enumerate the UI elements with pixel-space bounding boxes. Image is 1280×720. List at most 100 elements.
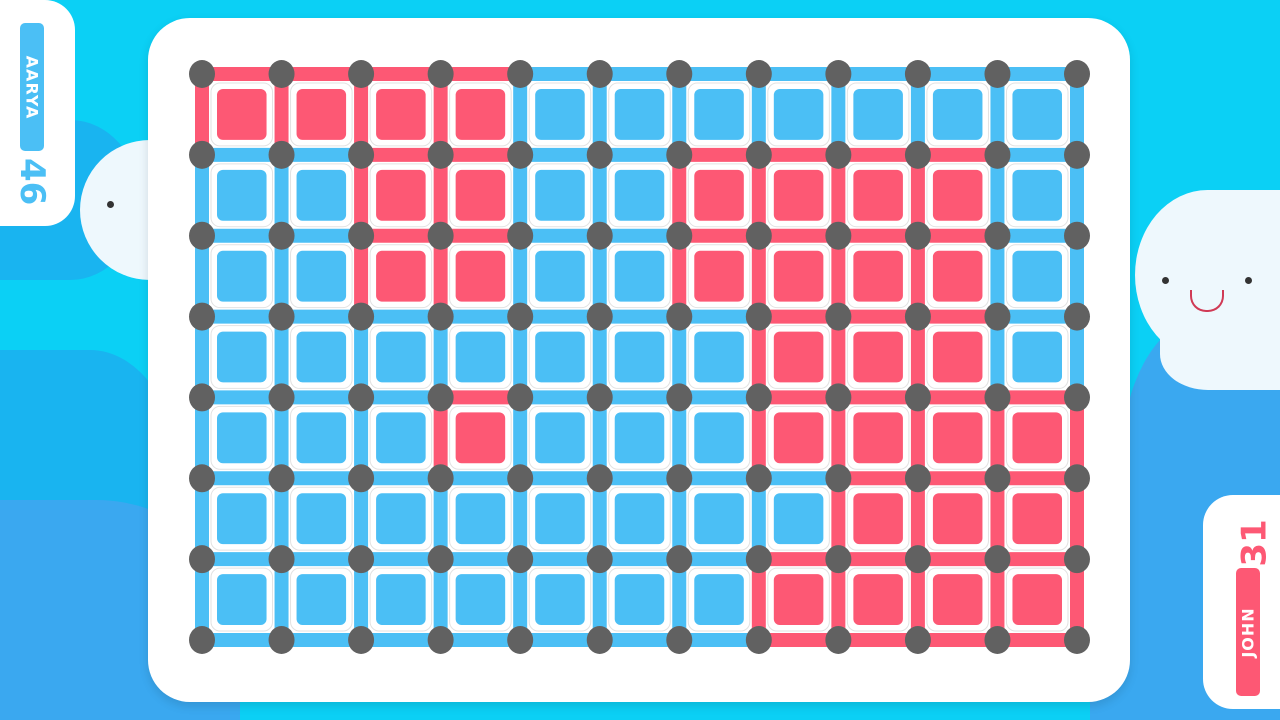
dot[interactable] <box>904 302 931 331</box>
dot[interactable] <box>1064 60 1090 88</box>
dot[interactable] <box>984 302 1011 331</box>
dot[interactable] <box>1064 383 1090 412</box>
dot[interactable] <box>1064 221 1090 250</box>
dot[interactable] <box>666 626 693 654</box>
dot[interactable] <box>825 464 852 493</box>
dot[interactable] <box>348 545 375 574</box>
dot[interactable] <box>904 626 931 654</box>
dot[interactable] <box>507 221 534 250</box>
dot[interactable] <box>745 302 772 331</box>
dot[interactable] <box>745 626 772 654</box>
dot[interactable] <box>348 626 375 654</box>
dot[interactable] <box>745 221 772 250</box>
dot[interactable] <box>268 302 295 331</box>
dot[interactable] <box>586 464 613 493</box>
dot[interactable] <box>1064 626 1090 654</box>
claimed-box <box>932 89 983 140</box>
dot[interactable] <box>268 626 295 654</box>
dot[interactable] <box>586 545 613 574</box>
dot[interactable] <box>984 140 1011 169</box>
dot[interactable] <box>427 140 454 169</box>
dot[interactable] <box>189 302 215 331</box>
dot[interactable] <box>984 221 1011 250</box>
dot[interactable] <box>268 140 295 169</box>
dot[interactable] <box>507 626 534 654</box>
dot[interactable] <box>189 221 215 250</box>
claimed-box <box>535 250 585 302</box>
dot[interactable] <box>348 464 375 493</box>
dot[interactable] <box>825 545 852 574</box>
dot[interactable] <box>586 383 613 412</box>
dot[interactable] <box>507 140 534 169</box>
dot[interactable] <box>745 383 772 412</box>
dot[interactable] <box>745 60 772 88</box>
dot[interactable] <box>268 221 295 250</box>
dot[interactable] <box>825 383 852 412</box>
dot[interactable] <box>427 302 454 331</box>
dot[interactable] <box>666 60 693 88</box>
dot[interactable] <box>348 383 375 412</box>
player-panel-aarya: AARYA 46 <box>0 0 75 226</box>
dot[interactable] <box>825 140 852 169</box>
dot[interactable] <box>904 383 931 412</box>
dot[interactable] <box>904 221 931 250</box>
dot[interactable] <box>984 383 1011 412</box>
dot[interactable] <box>189 545 215 574</box>
dot[interactable] <box>427 60 454 88</box>
dot[interactable] <box>348 302 375 331</box>
dot[interactable] <box>904 140 931 169</box>
dot[interactable] <box>825 626 852 654</box>
dot[interactable] <box>666 221 693 250</box>
dot[interactable] <box>507 545 534 574</box>
dot[interactable] <box>666 383 693 412</box>
dot[interactable] <box>427 464 454 493</box>
dot[interactable] <box>1064 545 1090 574</box>
dot[interactable] <box>904 60 931 88</box>
dot[interactable] <box>745 545 772 574</box>
dot[interactable] <box>984 545 1011 574</box>
dot[interactable] <box>984 626 1011 654</box>
dot[interactable] <box>825 221 852 250</box>
dot[interactable] <box>507 383 534 412</box>
dot[interactable] <box>904 545 931 574</box>
dot[interactable] <box>984 60 1011 88</box>
dot[interactable] <box>666 464 693 493</box>
dot[interactable] <box>666 140 693 169</box>
dot[interactable] <box>586 60 613 88</box>
dot[interactable] <box>348 140 375 169</box>
dot[interactable] <box>666 302 693 331</box>
dot[interactable] <box>427 626 454 654</box>
dot[interactable] <box>825 60 852 88</box>
dot[interactable] <box>586 140 613 169</box>
dot[interactable] <box>1064 464 1090 493</box>
dot[interactable] <box>189 60 215 88</box>
dot[interactable] <box>189 383 215 412</box>
dot[interactable] <box>427 383 454 412</box>
dot[interactable] <box>348 60 375 88</box>
dot[interactable] <box>507 60 534 88</box>
dot[interactable] <box>268 464 295 493</box>
dot[interactable] <box>507 464 534 493</box>
dot[interactable] <box>586 221 613 250</box>
dot[interactable] <box>427 221 454 250</box>
dot[interactable] <box>189 140 215 169</box>
dot[interactable] <box>348 221 375 250</box>
dot[interactable] <box>1064 140 1090 169</box>
dot[interactable] <box>745 140 772 169</box>
dot[interactable] <box>189 464 215 493</box>
dot[interactable] <box>904 464 931 493</box>
dot[interactable] <box>666 545 693 574</box>
dot[interactable] <box>268 383 295 412</box>
dot[interactable] <box>427 545 454 574</box>
dot[interactable] <box>268 60 295 88</box>
dot[interactable] <box>507 302 534 331</box>
dot[interactable] <box>1064 302 1090 331</box>
dot[interactable] <box>984 464 1011 493</box>
dot[interactable] <box>268 545 295 574</box>
dot[interactable] <box>586 302 613 331</box>
dot[interactable] <box>586 626 613 654</box>
dot[interactable] <box>189 626 215 654</box>
dot[interactable] <box>745 464 772 493</box>
dot[interactable] <box>825 302 852 331</box>
